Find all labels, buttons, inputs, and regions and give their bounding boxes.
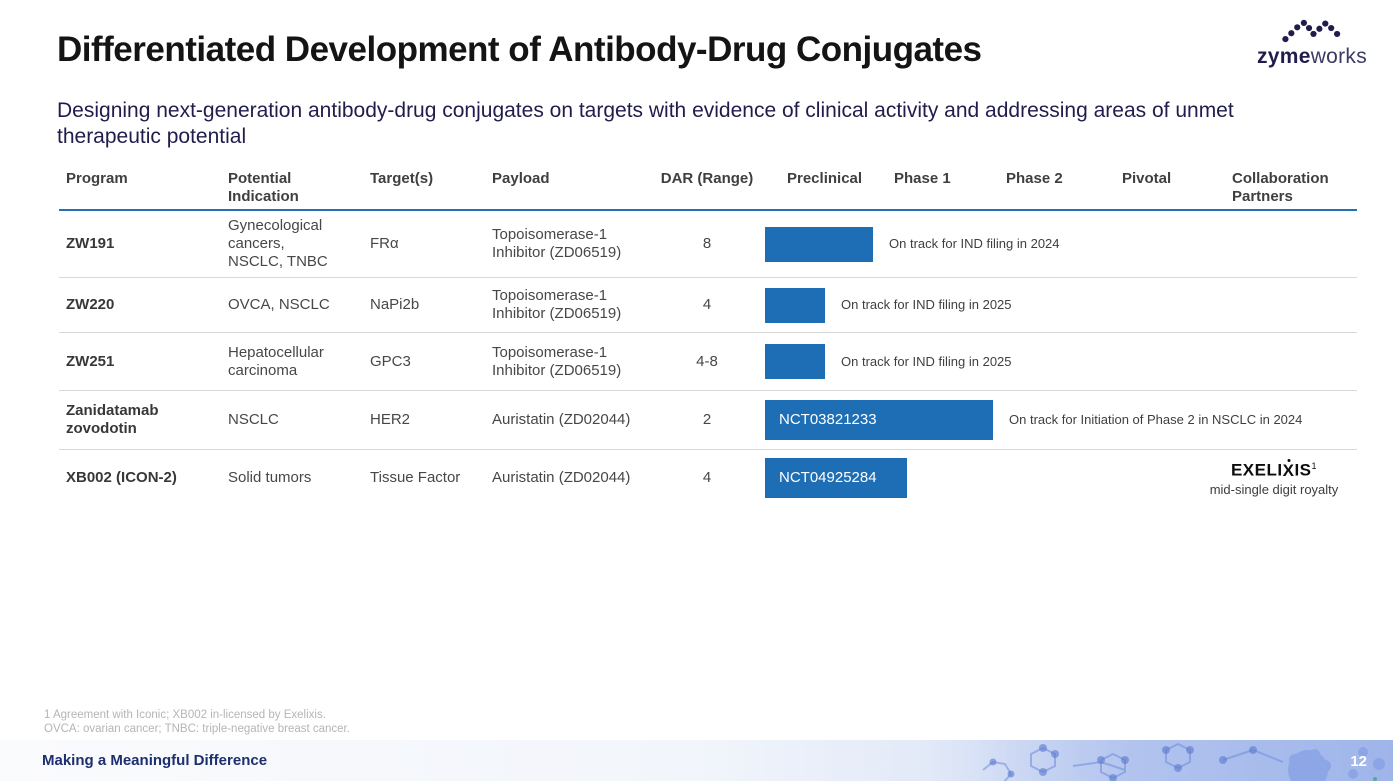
status-text: On track for Initiation of Phase 2 in NS…	[1009, 412, 1303, 427]
phase-progress-bar[interactable]: NCT04925284	[765, 458, 907, 498]
zymeworks-word-light: works	[1310, 45, 1368, 68]
col-header-indication-label: Potential Indication	[228, 170, 299, 205]
status-text: On track for IND filing in 2024	[889, 236, 1060, 251]
dar-value: 4	[702, 469, 712, 486]
dar-value: 2	[702, 411, 712, 428]
program-name: ZW191	[66, 235, 115, 252]
col-header-phase2: Phase 2	[1006, 170, 1063, 187]
phase-progress-bar[interactable]: NCT03821233	[765, 400, 993, 440]
col-header-indication: Potential Indication	[221, 170, 363, 206]
table-row: ZW191 Gynecological cancers, NSCLC, TNBC…	[59, 211, 1357, 278]
payload-value: Topoisomerase-1 Inhibitor (ZD06519)	[492, 343, 622, 379]
payload-value: Auristatin (ZD02044)	[492, 411, 631, 428]
zymeworks-wordmark: zymeworks	[1257, 45, 1367, 68]
program-name: ZW251	[66, 352, 115, 370]
footnotes: 1 Agreement with Iconic; XB002 in-licens…	[44, 708, 350, 736]
payload-value: Topoisomerase-1 Inhibitor (ZD06519)	[492, 226, 622, 261]
col-header-targets: Target(s)	[370, 170, 434, 187]
table-row: ZW220 OVCA, NSCLC NaPi2b Topoisomerase-1…	[59, 278, 1357, 333]
col-header-payload: Payload	[492, 170, 550, 187]
program-name: Zanidatamab zovodotin	[66, 402, 159, 437]
zymeworks-word-bold: zyme	[1256, 45, 1311, 68]
indication-value: OVCA, NSCLC	[228, 296, 330, 313]
col-header-phases: Preclinical Phase 1 Phase 2 Pivotal	[759, 170, 1191, 209]
nct-trial-link[interactable]: NCT03821233	[779, 411, 877, 428]
status-text: On track for IND filing in 2025	[841, 297, 1012, 312]
col-header-pivotal: Pivotal	[1122, 170, 1172, 187]
target-value: Tissue Factor	[370, 469, 461, 486]
collaboration-cell: EXELI XIS1 mid-single digit royalty	[1191, 457, 1357, 499]
footnote-line: 1 Agreement with Iconic; XB002 in-licens…	[44, 709, 326, 721]
royalty-note: mid-single digit royalty	[1209, 481, 1339, 497]
indication-value: Solid tumors	[228, 469, 312, 486]
pipeline-table: Program Potential Indication Target(s) P…	[59, 163, 1357, 506]
phase-progress-bar	[765, 287, 825, 323]
phase-progress-bar	[765, 226, 873, 262]
exelixis-logo: EXELI XIS1	[1191, 457, 1357, 480]
dar-value: 4-8	[696, 352, 718, 370]
exelixis-logo-text: IS	[1294, 460, 1312, 480]
phase-progress-bar	[765, 344, 825, 379]
indication-value: Gynecological cancers, NSCLC, TNBC	[228, 217, 328, 270]
target-value: NaPi2b	[370, 296, 420, 313]
table-row: ZW251 Hepatocellular carcinoma GPC3 Topo…	[59, 333, 1357, 391]
phase-progress-cell: On track for IND filing in 2025	[759, 344, 1191, 379]
status-text: On track for IND filing in 2025	[841, 353, 1012, 369]
zymeworks-dots-icon	[1282, 19, 1341, 43]
table-header-row: Program Potential Indication Target(s) P…	[59, 163, 1357, 211]
footer-band: Making a Meaningful Difference 12	[0, 740, 1393, 781]
exelixis-logo-text: EXELI	[1230, 460, 1283, 480]
page-title: Differentiated Development of Antibody-D…	[57, 30, 982, 69]
exelixis-footnote-mark: 1	[1311, 461, 1318, 472]
target-value: HER2	[370, 411, 411, 428]
phase-progress-cell: NCT03821233 On track for Initiation of P…	[759, 400, 1302, 440]
molecule-decoration-image	[923, 740, 1393, 781]
phase-progress-cell: NCT04925284	[759, 458, 1191, 498]
col-header-dar: DAR (Range)	[660, 170, 754, 187]
footnote-line: OVCA: ovarian cancer; TNBC: triple-negat…	[44, 723, 350, 735]
slide-subtitle: Designing next-generation antibody-drug …	[57, 99, 1234, 148]
payload-value: Auristatin (ZD02044)	[492, 469, 631, 486]
program-name: XB002 (ICON-2)	[66, 469, 177, 486]
col-header-preclinical: Preclinical	[787, 170, 863, 187]
col-header-program: Program	[66, 170, 128, 187]
col-header-phase1: Phase 1	[894, 170, 951, 187]
program-name: ZW220	[66, 296, 115, 313]
table-row: XB002 (ICON-2) Solid tumors Tissue Facto…	[59, 450, 1357, 506]
col-header-collaboration: Collaboration Partners	[1191, 170, 1351, 206]
target-value: FRα	[370, 235, 399, 252]
exelixis-person-icon: X	[1282, 458, 1295, 480]
target-value: GPC3	[370, 352, 411, 370]
table-row: Zanidatamab zovodotin NSCLC HER2 Aurista…	[59, 391, 1357, 450]
phase-progress-cell: On track for IND filing in 2025	[759, 287, 1191, 323]
zymeworks-logo: zymeworks	[1252, 18, 1372, 69]
nct-trial-link[interactable]: NCT04925284	[779, 469, 877, 486]
page-number: 12	[1350, 753, 1367, 770]
indication-value: NSCLC	[228, 411, 279, 428]
phase-progress-cell: On track for IND filing in 2024	[759, 226, 1191, 262]
dar-value: 4	[702, 296, 712, 313]
payload-value: Topoisomerase-1 Inhibitor (ZD06519)	[492, 287, 622, 322]
col-header-collaboration-label: Collaboration Partners	[1232, 170, 1329, 205]
indication-value: Hepatocellular carcinoma	[228, 343, 324, 379]
footer-tagline: Making a Meaningful Difference	[42, 752, 268, 769]
dar-value: 8	[702, 235, 712, 252]
